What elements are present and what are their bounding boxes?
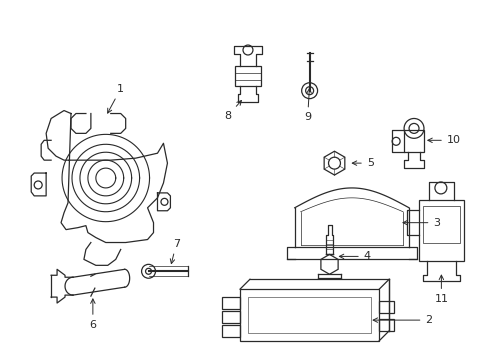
Text: 8: 8 — [224, 100, 241, 121]
Bar — [422, 206, 459, 243]
Text: 4: 4 — [339, 251, 370, 261]
Text: 5: 5 — [351, 158, 373, 168]
Text: 2: 2 — [372, 315, 431, 325]
Bar — [379, 319, 393, 331]
Bar — [418, 200, 463, 261]
Bar — [222, 297, 240, 309]
Text: 3: 3 — [402, 218, 440, 228]
Bar — [235, 66, 261, 86]
Text: 7: 7 — [170, 239, 180, 264]
Bar — [222, 325, 240, 337]
Bar — [240, 289, 379, 341]
Text: 9: 9 — [304, 89, 311, 122]
Text: 1: 1 — [107, 84, 124, 113]
Bar — [403, 130, 423, 152]
Bar — [222, 311, 240, 323]
Text: 6: 6 — [89, 299, 96, 330]
Bar — [379, 301, 393, 313]
Bar — [247, 297, 370, 333]
Text: 11: 11 — [433, 275, 447, 304]
Text: 10: 10 — [427, 135, 460, 145]
